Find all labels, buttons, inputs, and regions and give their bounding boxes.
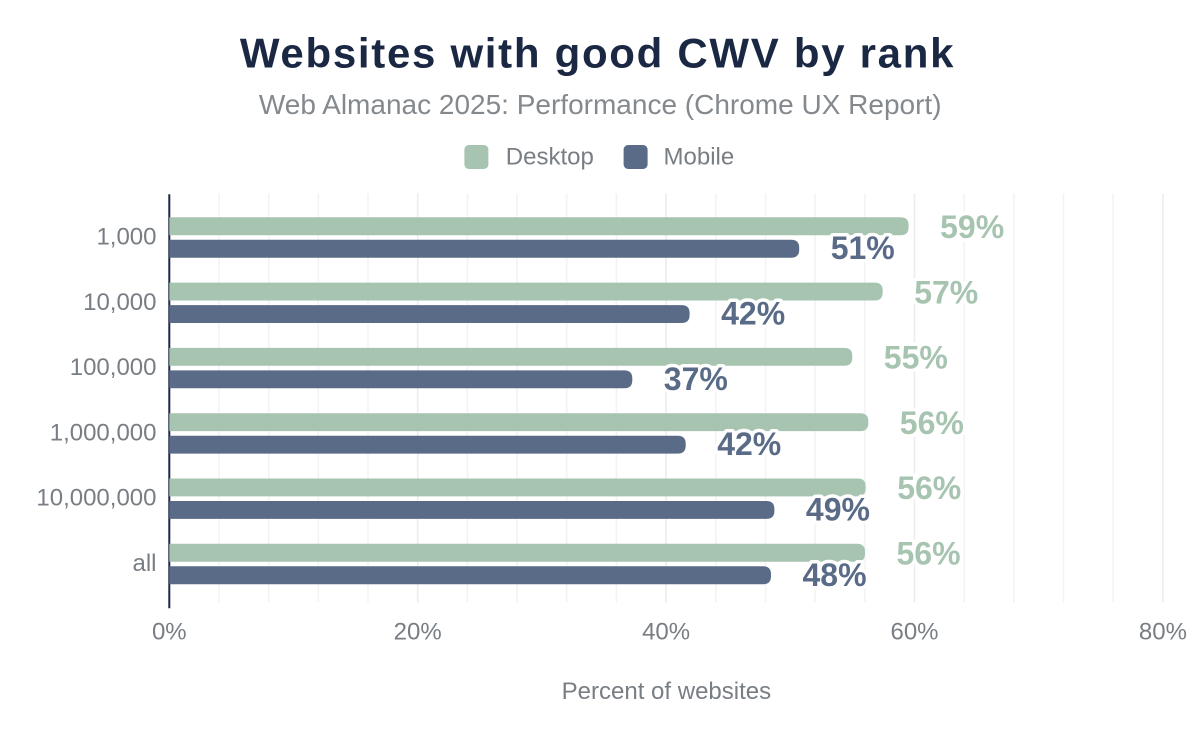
svg-text:59%: 59%: [940, 209, 1004, 245]
svg-text:60%: 60%: [890, 619, 938, 646]
svg-text:0%: 0%: [152, 619, 187, 646]
svg-text:all: all: [132, 550, 156, 577]
svg-text:55%: 55%: [884, 340, 948, 376]
svg-text:49%: 49%: [806, 491, 870, 527]
svg-text:Desktop: Desktop: [506, 144, 594, 171]
svg-text:40%: 40%: [642, 619, 690, 646]
svg-text:56%: 56%: [900, 405, 964, 441]
svg-text:42%: 42%: [721, 296, 785, 332]
svg-text:Web Almanac 2025: Performance: Web Almanac 2025: Performance (Chrome UX…: [259, 89, 942, 120]
svg-text:57%: 57%: [914, 274, 978, 310]
svg-text:1,000: 1,000: [96, 224, 156, 251]
svg-text:20%: 20%: [394, 619, 442, 646]
svg-text:56%: 56%: [897, 470, 961, 506]
svg-text:10,000,000: 10,000,000: [36, 485, 156, 512]
svg-text:48%: 48%: [803, 557, 867, 593]
svg-text:42%: 42%: [717, 426, 781, 462]
svg-text:Percent of websites: Percent of websites: [562, 678, 771, 705]
svg-text:51%: 51%: [831, 230, 895, 266]
svg-text:100,000: 100,000: [70, 354, 157, 381]
svg-text:37%: 37%: [664, 361, 728, 397]
svg-text:80%: 80%: [1139, 619, 1187, 646]
svg-text:Mobile: Mobile: [664, 144, 735, 171]
svg-text:10,000: 10,000: [83, 289, 156, 316]
svg-text:Websites with good CWV by rank: Websites with good CWV by rank: [240, 29, 955, 76]
svg-text:56%: 56%: [897, 536, 961, 572]
svg-text:1,000,000: 1,000,000: [50, 419, 157, 446]
